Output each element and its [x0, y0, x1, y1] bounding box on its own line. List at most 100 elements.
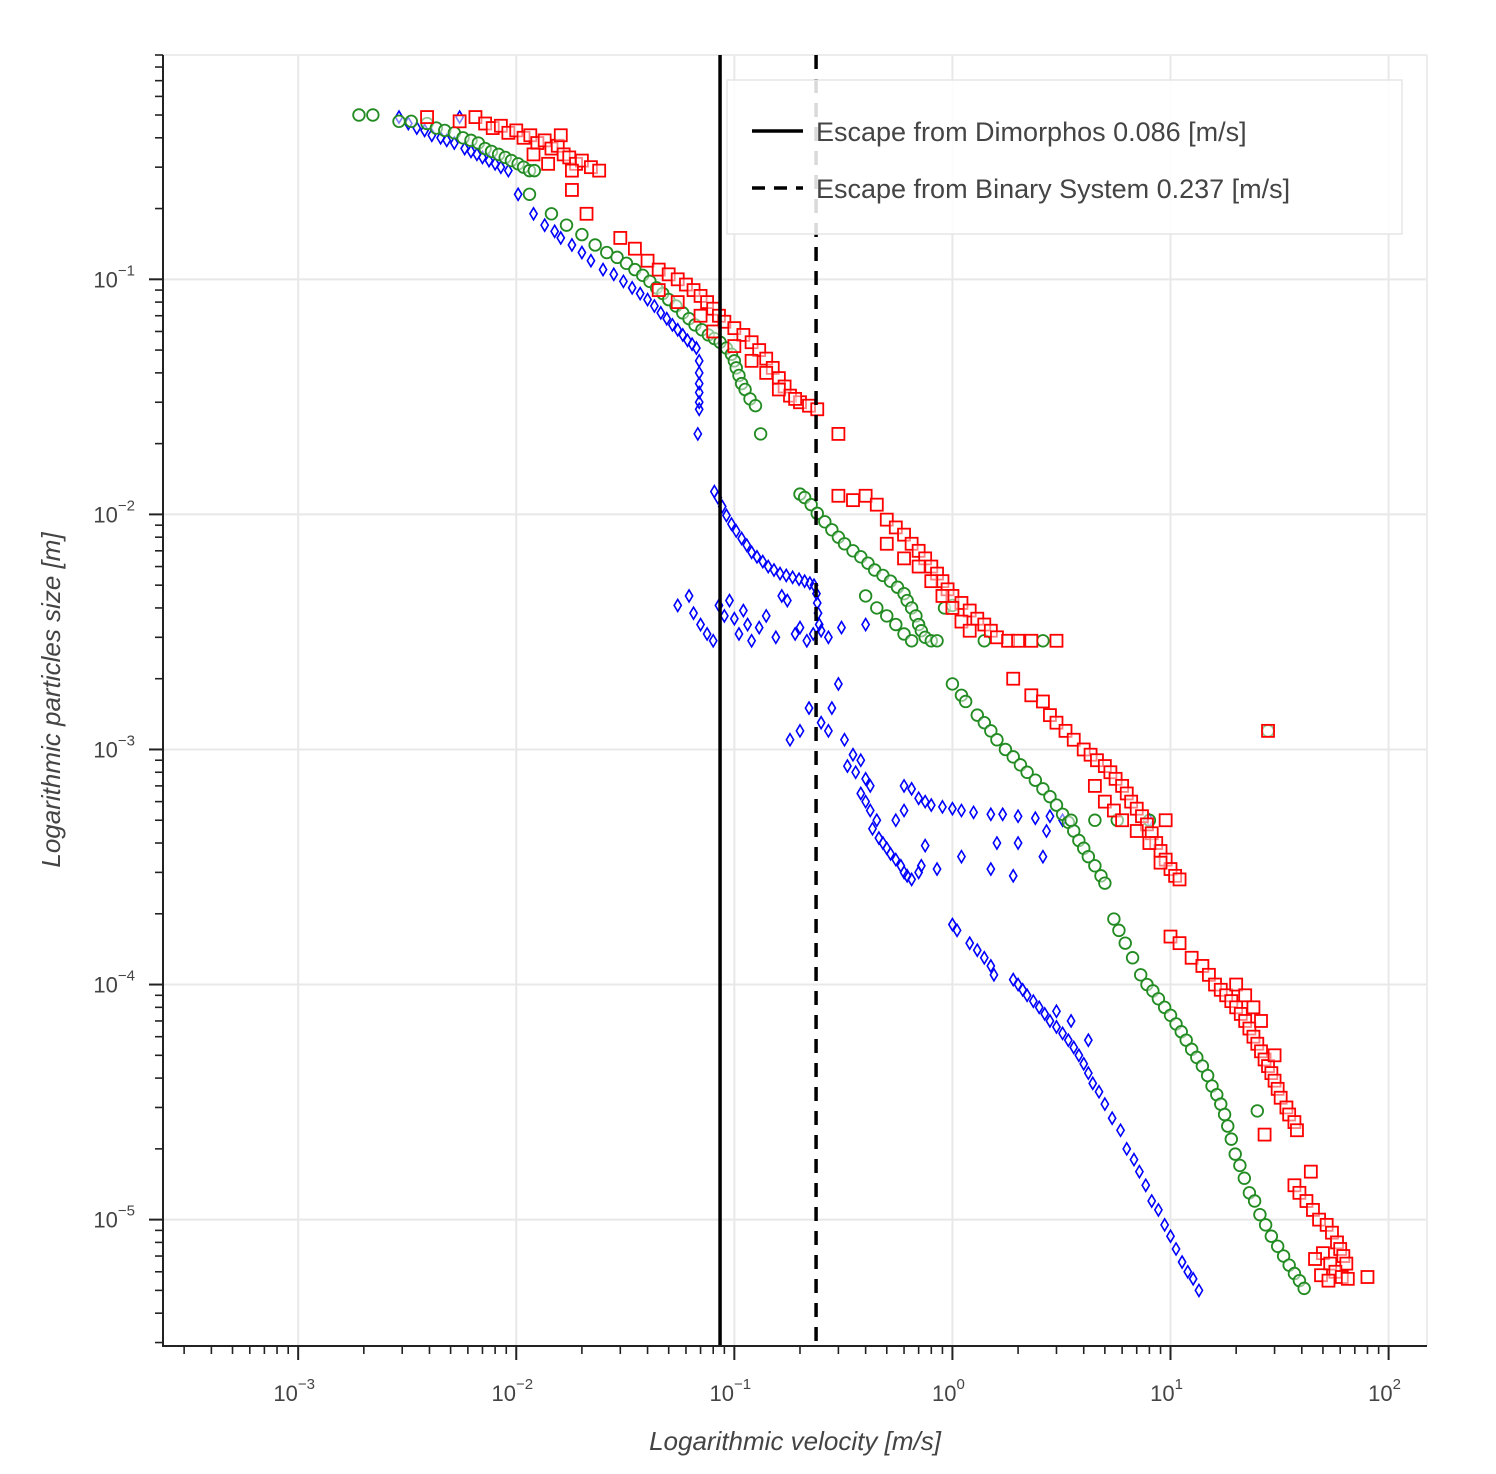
data-point-square — [1142, 836, 1157, 850]
data-point-diamond — [1063, 1032, 1073, 1048]
data-point-diamond — [490, 156, 500, 172]
data-point-diamond — [618, 273, 628, 289]
data-point-square — [945, 601, 960, 615]
data-point-diamond — [1171, 1241, 1181, 1257]
data-point-square — [1257, 1127, 1272, 1142]
data-point-circle — [1224, 1132, 1239, 1146]
data-point-circle — [1125, 951, 1140, 965]
tick-labels: 10−3 10−2 10−1 100 101 102 10−1 10−2 10−3 10−4 10−… — [93, 262, 1401, 1406]
data-point-diamond — [899, 802, 909, 819]
data-point-diamond — [550, 223, 560, 239]
data-point-diamond — [662, 311, 672, 327]
data-point-diamond — [743, 616, 753, 633]
data-point-diamond — [656, 305, 666, 321]
data-point-square — [628, 241, 642, 256]
data-point-circle — [1098, 876, 1112, 890]
data-point-circle — [1247, 1194, 1262, 1208]
data-point-diamond — [643, 292, 653, 308]
data-point-diamond — [814, 616, 824, 633]
data-point-circle — [588, 238, 602, 252]
data-point-diamond — [754, 620, 764, 636]
data-point-diamond — [1116, 1122, 1126, 1138]
data-point-diamond — [1051, 1003, 1062, 1019]
data-point-square — [1340, 1271, 1355, 1286]
data-point-diamond — [484, 153, 494, 169]
data-point-diamond — [1022, 987, 1032, 1003]
data-point-circle — [904, 634, 919, 648]
data-point-diamond — [1129, 1152, 1139, 1168]
data-point-circle — [1134, 968, 1148, 982]
data-point-circle — [870, 601, 884, 615]
data-point-diamond — [449, 135, 459, 151]
data-point-diamond — [1153, 1202, 1163, 1218]
data-point-diamond — [775, 566, 785, 582]
data-point-diamond — [1018, 982, 1028, 998]
data-point-diamond — [673, 322, 683, 338]
data-point-square — [651, 283, 666, 297]
data-point-diamond — [726, 516, 736, 532]
data-point-diamond — [861, 771, 871, 787]
data-point-diamond — [1028, 993, 1038, 1009]
data-point-square — [1036, 694, 1050, 709]
data-point-diamond — [1083, 1065, 1093, 1081]
data-point-diamond — [556, 230, 566, 246]
data-point-circle — [1081, 849, 1096, 864]
data-point-circle — [1217, 1107, 1232, 1122]
data-point-circle — [958, 694, 973, 709]
data-point-diamond — [729, 611, 739, 627]
data-point-circle — [1264, 1229, 1279, 1243]
data-point-diamond — [998, 806, 1008, 822]
data-point-diamond — [577, 244, 587, 261]
data-point-square — [565, 163, 579, 178]
y-tick-label: 10−1 — [93, 262, 135, 292]
data-point-square — [526, 147, 541, 162]
data-point-diamond — [907, 871, 917, 887]
data-point-circle — [984, 724, 998, 738]
data-point-circle — [610, 250, 624, 265]
data-point-diamond — [932, 861, 942, 877]
data-point-diamond — [734, 626, 744, 642]
data-point-square — [553, 128, 568, 143]
data-point-diamond — [694, 384, 704, 401]
x-axis-label: Logarithmic velocity [m/s] — [649, 1426, 942, 1456]
data-point-square — [1115, 813, 1130, 828]
data-point-diamond — [965, 935, 975, 951]
data-point-square — [706, 324, 721, 339]
data-point-diamond — [839, 732, 850, 748]
data-point-diamond — [442, 132, 452, 148]
data-point-circle — [1088, 859, 1102, 873]
data-point-diamond — [1008, 868, 1018, 884]
data-point-diamond — [781, 567, 791, 583]
data-point-diamond — [635, 285, 645, 302]
data-point-diamond — [1013, 835, 1023, 851]
data-point-square — [1303, 1164, 1318, 1179]
data-point-diamond — [1013, 976, 1023, 993]
data-point-diamond — [907, 781, 917, 797]
data-point-circle — [392, 114, 406, 129]
data-point-diamond — [682, 332, 693, 348]
data-point-diamond — [649, 298, 659, 314]
data-point-square — [452, 114, 467, 129]
data-point-diamond — [694, 401, 704, 417]
data-point-diamond — [865, 778, 875, 794]
data-point-diamond — [702, 626, 712, 642]
data-point-square — [1267, 1048, 1282, 1063]
data-point-diamond — [992, 835, 1002, 851]
y-tick-label: 10−2 — [93, 497, 135, 527]
data-point-diamond — [916, 858, 926, 874]
data-point-diamond — [986, 958, 996, 974]
x-tick-label: 10−3 — [273, 1376, 315, 1406]
data-point-diamond — [861, 616, 871, 633]
data-point-diamond — [920, 794, 930, 810]
data-point-square — [911, 559, 926, 574]
data-point-diamond — [823, 629, 833, 645]
data-point-diamond — [790, 626, 800, 642]
data-point-circle — [748, 398, 763, 413]
y-tick-label: 10−3 — [93, 732, 135, 762]
y-tick-label: 10−4 — [93, 968, 135, 998]
data-point-square — [810, 402, 825, 417]
data-point-square — [420, 110, 434, 124]
data-point-circle — [1297, 1281, 1311, 1296]
data-point-diamond — [747, 633, 757, 649]
data-point-diamond — [684, 588, 694, 604]
